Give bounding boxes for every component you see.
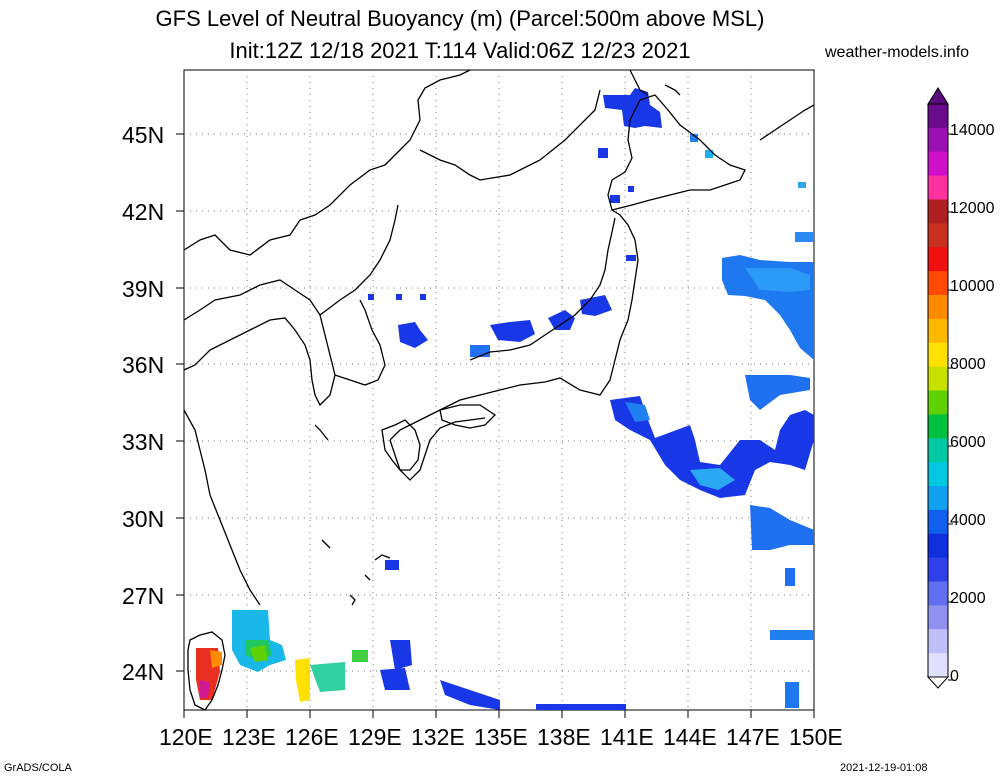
colorbar-segment	[928, 342, 948, 368]
colorbar-segment	[928, 629, 948, 654]
colorbar-segment	[928, 533, 948, 559]
colorbar-segment	[928, 390, 948, 415]
lat-label: 36N	[122, 352, 165, 378]
lon-label: 129E	[348, 724, 402, 750]
lon-label: 141E	[600, 724, 654, 750]
colorbar-label: 10000	[950, 278, 995, 295]
map-subtitle: Init:12Z 12/18 2021 T:114 Valid:06Z 12/2…	[229, 38, 691, 63]
colorbar-bottom-arrow	[926, 676, 950, 689]
coastlines	[183, 69, 815, 711]
colorbar	[927, 103, 953, 681]
lon-label: 144E	[663, 724, 717, 750]
lat-label: 45N	[122, 122, 165, 148]
lat-label: 39N	[122, 276, 165, 302]
colorbar-segment	[928, 509, 948, 535]
colorbar-label: 14000	[950, 122, 995, 139]
colorbar-label: 0	[950, 668, 959, 685]
colorbar-segment	[928, 175, 948, 200]
colorbar-label: 6000	[950, 434, 986, 451]
lon-label: 120E	[159, 724, 213, 750]
colorbar-segment	[928, 462, 948, 487]
map-title: GFS Level of Neutral Buoyancy (m) (Parce…	[155, 6, 765, 31]
lat-label: 30N	[122, 506, 165, 532]
colorbar-segment	[928, 414, 948, 439]
lat-label: 33N	[122, 429, 165, 455]
colorbar-segment	[928, 605, 948, 630]
lon-label: 138E	[537, 724, 591, 750]
colorbar-segment	[928, 653, 948, 678]
colorbar-segment	[928, 557, 948, 582]
colorbar-segment	[928, 271, 948, 296]
colorbar-label: 4000	[950, 512, 986, 529]
colorbar-top-arrow	[927, 87, 949, 105]
colorbar-label: 12000	[950, 200, 995, 217]
lon-label: 135E	[474, 724, 528, 750]
footer-timestamp: 2021-12-19-01:08	[840, 762, 928, 774]
lat-label: 27N	[122, 583, 165, 609]
lat-label: 24N	[122, 659, 165, 685]
colorbar-segment	[928, 199, 948, 224]
lon-label: 132E	[411, 724, 465, 750]
lon-label: 123E	[222, 724, 276, 750]
colorbar-segment	[928, 127, 948, 153]
lon-label: 150E	[789, 724, 843, 750]
colorbar-segment	[928, 438, 948, 463]
colorbar-segment	[928, 223, 948, 248]
colorbar-segment	[928, 366, 948, 391]
lon-label: 126E	[285, 724, 339, 750]
site-credit: weather-models.info	[825, 44, 970, 61]
colorbar-segment	[928, 104, 948, 129]
footer-credit: GrADS/COLA	[4, 762, 72, 774]
colorbar-segment	[928, 151, 948, 177]
lat-label: 42N	[122, 199, 165, 225]
lon-label: 147E	[726, 724, 780, 750]
colorbar-segment	[928, 295, 948, 320]
colorbar-segment	[928, 581, 948, 606]
colorbar-segment	[928, 318, 948, 344]
ticks	[176, 133, 815, 718]
colorbar-label: 2000	[950, 590, 986, 607]
colorbar-segment	[928, 247, 948, 272]
colorbar-label: 8000	[950, 356, 986, 373]
colorbar-segment	[928, 486, 948, 511]
